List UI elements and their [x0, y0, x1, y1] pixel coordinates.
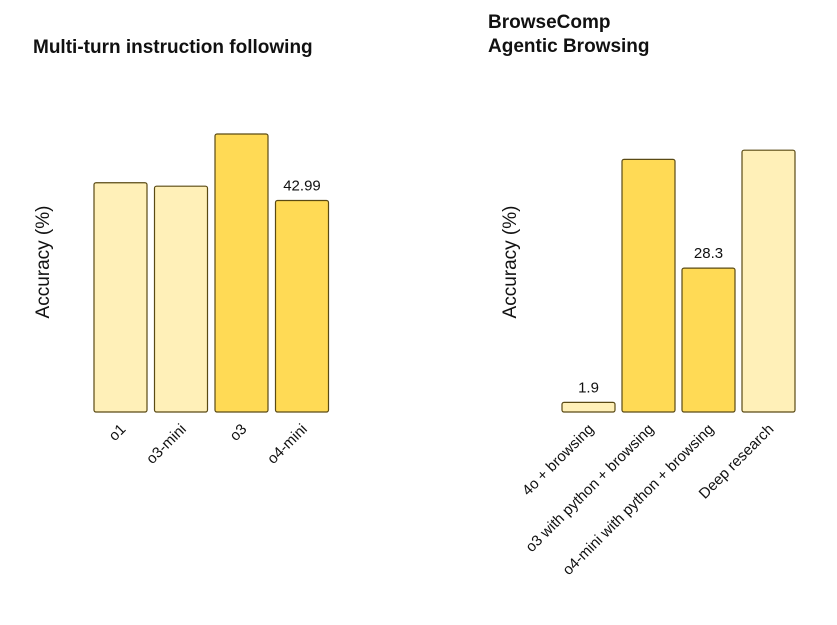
chart2-data-label: 1.9 — [578, 379, 599, 396]
chart2-bar — [561, 401, 616, 413]
chart2-title-line-2: Agentic Browsing — [488, 36, 650, 57]
chart2-bar — [681, 267, 736, 413]
chart2-bar — [621, 158, 676, 413]
chart2-title-line-1: BrowseComp — [488, 12, 611, 33]
chart1-bar — [274, 199, 330, 413]
chart1-title-line: Multi-turn instruction following — [33, 37, 313, 58]
chart2-data-label: 28.3 — [694, 245, 723, 262]
chart2-y-axis-label: Accuracy (%) — [500, 206, 521, 319]
chart1-data-label: 42.99 — [283, 178, 321, 195]
chart2-bar — [741, 149, 796, 413]
chart1-tick-label: o3 — [227, 421, 251, 445]
chart1-tick-label: o4-mini — [264, 421, 311, 468]
chart1-bar — [214, 133, 269, 413]
chart1-title: Multi-turn instruction following — [33, 36, 313, 60]
chart1-tick-label: o1 — [106, 421, 130, 445]
chart1-bar — [93, 182, 148, 413]
chart2-title: BrowseComp Agentic Browsing — [488, 11, 650, 59]
chart1-bar — [153, 185, 209, 413]
chart1-y-axis-label: Accuracy (%) — [33, 206, 54, 319]
chart1-tick-label: o3-mini — [143, 421, 190, 468]
